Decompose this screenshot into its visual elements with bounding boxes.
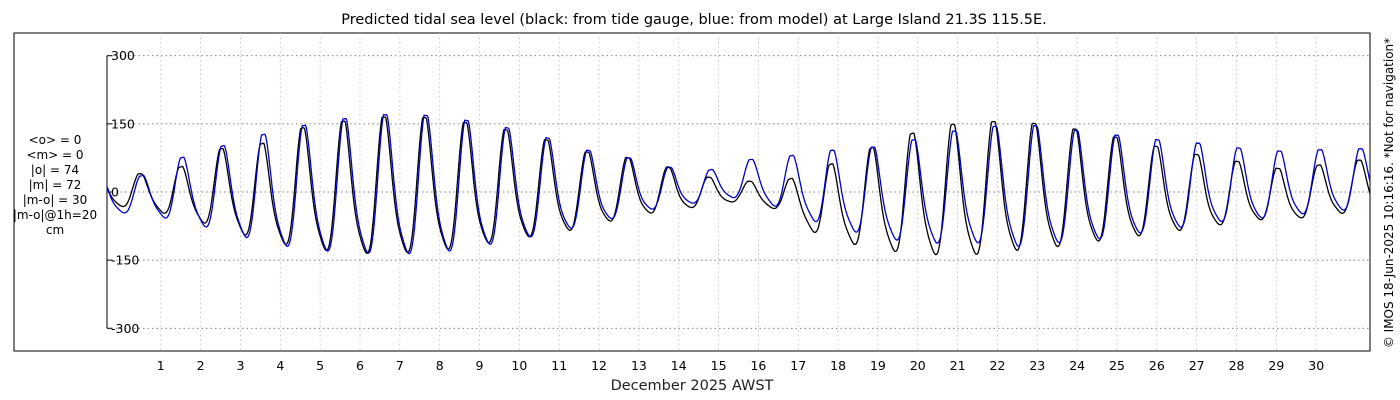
x-tick-label: 26	[1149, 358, 1165, 373]
stat-mean-model: <m> = 0	[26, 148, 84, 162]
stat-abs-observed: |o| = 74	[30, 163, 80, 177]
x-tick-label: 23	[1029, 358, 1045, 373]
x-tick-label: 25	[1109, 358, 1125, 373]
x-axis-label: December 2025 AWST	[611, 378, 774, 394]
x-tick-label: 30	[1308, 358, 1324, 373]
x-tick-label: 14	[671, 358, 687, 373]
x-tick-label: 2	[197, 358, 205, 373]
y-tick-label: 150	[111, 116, 135, 131]
stat-abs-model: |m| = 72	[28, 178, 82, 192]
x-tick-label: 16	[750, 358, 766, 373]
y-tick-label: 0	[111, 185, 119, 200]
x-tick-label: 21	[950, 358, 966, 373]
x-tick-label: 28	[1229, 358, 1245, 373]
x-tick-label: 9	[476, 358, 484, 373]
x-tick-label: 10	[511, 358, 527, 373]
stat-abs-diff: |m-o| = 30	[22, 193, 88, 207]
series-line-gauge	[106, 116, 1371, 256]
y-tick-labels: 300 150 0 -150 -300	[107, 48, 139, 336]
x-tick-label: 20	[910, 358, 926, 373]
x-tick-label: 6	[356, 358, 364, 373]
y-tick-label: -300	[111, 321, 139, 336]
chart-title: Predicted tidal sea level (black: from t…	[341, 12, 1047, 28]
y-tick-label: -150	[111, 253, 139, 268]
series-lines	[106, 114, 1371, 256]
x-tick-label: 12	[591, 358, 607, 373]
x-tick-label: 7	[396, 358, 404, 373]
x-tick-label: 18	[830, 358, 846, 373]
series-line-model	[106, 114, 1371, 255]
x-tick-label: 15	[711, 358, 727, 373]
statistics-panel: <o> = 0 <m> = 0 |o| = 74 |m| = 72 |m-o| …	[0, 133, 110, 238]
stat-mean-observed: <o> = 0	[28, 133, 82, 147]
y-tick-label: 300	[111, 48, 135, 63]
x-tick-label: 17	[790, 358, 806, 373]
stat-abs-diff-1h: |m-o|@1h=20	[12, 208, 98, 222]
x-tick-label: 19	[870, 358, 886, 373]
x-tick-label: 1	[157, 358, 165, 373]
copyright-notice: © IMOS 18-Jun-2025 10:16:16. *Not for na…	[1382, 38, 1396, 348]
x-tick-label: 5	[316, 358, 324, 373]
x-tick-label: 22	[990, 358, 1006, 373]
x-tick-label: 4	[276, 358, 284, 373]
x-tick-label: 13	[631, 358, 647, 373]
x-tick-labels: 1 2 3 4 5 6 7 8 9 10 11 12 13 14 15 16 17 18 19 20 21 22 23 24 2…	[157, 358, 1324, 373]
stat-units: cm	[45, 223, 65, 237]
x-tick-label: 8	[436, 358, 444, 373]
x-tick-label: 11	[551, 358, 567, 373]
x-tick-label: 24	[1069, 358, 1085, 373]
x-tick-label: 27	[1189, 358, 1205, 373]
x-tick-label: 3	[236, 358, 244, 373]
x-tick-label: 29	[1268, 358, 1284, 373]
